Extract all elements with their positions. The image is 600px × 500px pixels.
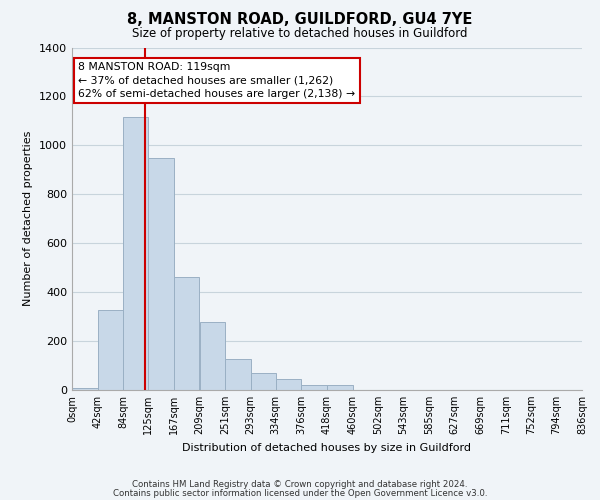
- Bar: [72, 388, 98, 390]
- Text: Size of property relative to detached houses in Guildford: Size of property relative to detached ho…: [132, 28, 468, 40]
- Text: Contains public sector information licensed under the Open Government Licence v3: Contains public sector information licen…: [113, 488, 487, 498]
- Bar: [123, 117, 148, 390]
- Y-axis label: Number of detached properties: Number of detached properties: [23, 131, 34, 306]
- Text: 8, MANSTON ROAD, GUILDFORD, GU4 7YE: 8, MANSTON ROAD, GUILDFORD, GU4 7YE: [127, 12, 473, 28]
- Bar: [174, 278, 199, 390]
- Bar: [327, 385, 353, 390]
- Bar: [98, 310, 123, 390]
- Bar: [225, 360, 251, 390]
- Bar: [199, 322, 225, 390]
- Text: 8 MANSTON ROAD: 119sqm
← 37% of detached houses are smaller (1,262)
62% of semi-: 8 MANSTON ROAD: 119sqm ← 37% of detached…: [78, 62, 355, 98]
- Text: Contains HM Land Registry data © Crown copyright and database right 2024.: Contains HM Land Registry data © Crown c…: [132, 480, 468, 489]
- X-axis label: Distribution of detached houses by size in Guildford: Distribution of detached houses by size …: [182, 442, 472, 452]
- Bar: [301, 385, 327, 390]
- Bar: [251, 373, 276, 390]
- Bar: [148, 158, 174, 390]
- Bar: [276, 379, 301, 390]
